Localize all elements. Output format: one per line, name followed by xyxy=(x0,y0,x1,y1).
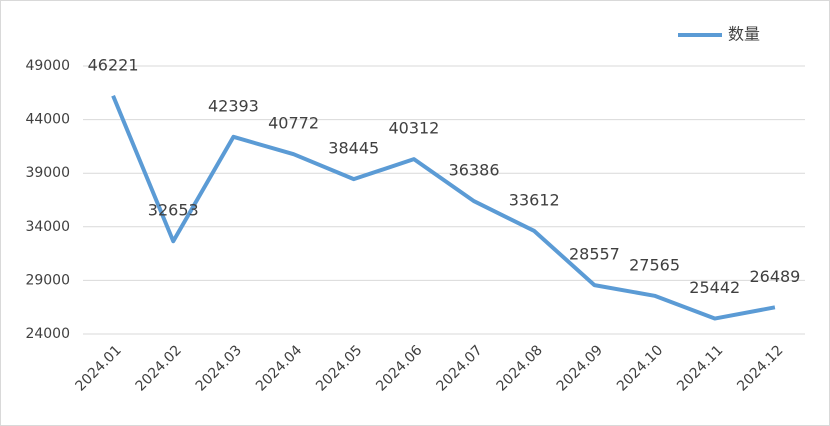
y-tick-label: 49000 xyxy=(25,58,70,74)
legend-label: 数量 xyxy=(728,25,760,44)
data-label: 36386 xyxy=(449,161,500,180)
data-label: 38445 xyxy=(328,139,379,158)
data-label: 32653 xyxy=(148,201,199,220)
y-tick-label: 39000 xyxy=(25,165,70,181)
data-label: 26489 xyxy=(749,267,800,286)
y-tick-label: 44000 xyxy=(25,112,70,128)
data-label: 40312 xyxy=(388,119,439,138)
data-label: 25442 xyxy=(689,278,740,297)
data-label: 46221 xyxy=(88,55,139,74)
data-label: 27565 xyxy=(629,255,680,274)
data-label: 40772 xyxy=(268,114,319,133)
data-line xyxy=(111,95,776,321)
data-label: 28557 xyxy=(569,245,620,264)
data-label: 42393 xyxy=(208,96,259,115)
y-tick-label: 29000 xyxy=(25,272,70,288)
data-label: 33612 xyxy=(509,190,560,209)
y-tick-label: 34000 xyxy=(25,219,70,235)
y-tick-label: 24000 xyxy=(25,326,70,342)
